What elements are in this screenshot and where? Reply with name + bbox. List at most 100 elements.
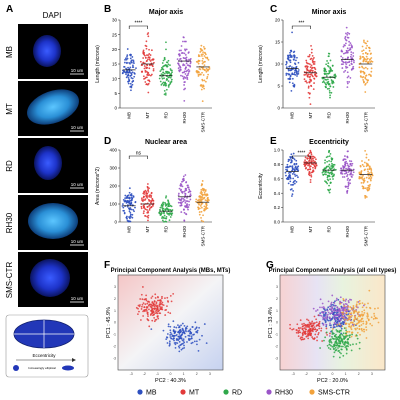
data-point xyxy=(130,196,133,199)
data-point xyxy=(178,49,181,52)
data-point xyxy=(313,315,316,318)
data-point xyxy=(164,297,166,300)
data-point xyxy=(295,65,298,68)
data-point xyxy=(183,84,185,86)
data-point xyxy=(310,57,313,60)
data-point xyxy=(341,60,344,63)
data-point xyxy=(340,340,343,342)
data-point xyxy=(346,57,349,60)
data-point xyxy=(201,180,204,182)
data-point xyxy=(179,201,182,204)
data-point xyxy=(187,72,190,75)
y-tick-label: 0.2 xyxy=(274,205,281,210)
data-point xyxy=(333,302,336,304)
data-point xyxy=(145,40,148,43)
data-point xyxy=(182,338,185,341)
data-point xyxy=(287,158,290,161)
data-point xyxy=(151,59,153,61)
data-point xyxy=(345,327,347,329)
data-point xyxy=(321,340,324,342)
y-tick-label: 0.8 xyxy=(274,162,281,167)
data-point xyxy=(132,60,135,63)
data-point xyxy=(324,83,327,85)
data-point xyxy=(326,60,328,62)
data-point xyxy=(318,320,321,323)
legend-swatch xyxy=(137,389,143,395)
data-point xyxy=(367,319,370,322)
data-point xyxy=(145,70,148,73)
data-point xyxy=(334,340,337,343)
data-point xyxy=(307,91,310,94)
data-point xyxy=(354,315,356,318)
data-point xyxy=(205,70,208,73)
data-point xyxy=(324,336,327,339)
panel-letter-d: D xyxy=(104,136,111,147)
data-point xyxy=(140,205,143,208)
data-point xyxy=(186,341,188,343)
data-point xyxy=(309,149,312,152)
data-point xyxy=(188,204,191,206)
data-point xyxy=(143,298,146,301)
y-axis-label: Area (microns^2) xyxy=(95,167,101,205)
chart-title: Nuclear area xyxy=(145,139,187,146)
y-tick-label: 15 xyxy=(275,40,281,45)
data-point xyxy=(353,59,355,62)
data-point xyxy=(169,294,172,297)
data-point xyxy=(296,75,298,77)
data-point xyxy=(178,332,181,335)
data-point xyxy=(126,57,129,60)
data-point xyxy=(346,66,349,69)
data-point xyxy=(188,70,191,72)
data-point xyxy=(296,56,298,59)
data-point xyxy=(350,321,353,324)
data-point xyxy=(204,206,207,209)
data-point xyxy=(206,200,209,202)
data-point xyxy=(163,220,165,223)
y-tick-label: -1 xyxy=(113,333,116,337)
data-point xyxy=(342,297,345,300)
data-point xyxy=(326,78,329,81)
data-point xyxy=(168,83,171,86)
data-point xyxy=(348,44,351,47)
data-point xyxy=(312,170,315,173)
data-point xyxy=(152,304,155,307)
data-point xyxy=(200,196,203,198)
data-point xyxy=(350,312,353,315)
y-tick-label: 5 xyxy=(114,91,117,96)
data-point xyxy=(164,64,167,66)
data-point xyxy=(332,326,335,329)
data-point xyxy=(349,309,351,312)
data-point xyxy=(199,205,202,207)
data-point xyxy=(291,173,294,175)
data-point xyxy=(323,81,326,84)
data-point xyxy=(162,73,164,76)
data-point xyxy=(295,159,298,162)
data-point xyxy=(316,309,319,311)
data-point xyxy=(185,59,188,61)
data-point xyxy=(341,322,343,324)
data-point xyxy=(314,70,316,73)
data-point xyxy=(164,92,167,95)
data-point xyxy=(146,33,149,36)
data-point xyxy=(345,311,348,314)
data-point xyxy=(129,74,132,77)
data-point xyxy=(347,300,350,302)
data-point xyxy=(141,298,144,301)
data-point xyxy=(343,305,346,308)
data-point xyxy=(332,325,335,328)
data-point xyxy=(147,300,150,303)
data-point xyxy=(290,159,293,161)
data-point xyxy=(363,72,366,74)
data-point xyxy=(186,197,188,199)
data-point xyxy=(346,156,349,158)
data-point xyxy=(285,74,288,76)
data-point xyxy=(367,159,370,161)
data-point xyxy=(153,61,155,64)
data-point xyxy=(167,63,170,66)
row-label-sms-ctr: SMS-CTR xyxy=(5,262,14,299)
data-point xyxy=(189,61,192,63)
data-point xyxy=(327,179,330,182)
data-point xyxy=(184,87,186,90)
data-point xyxy=(161,306,163,309)
